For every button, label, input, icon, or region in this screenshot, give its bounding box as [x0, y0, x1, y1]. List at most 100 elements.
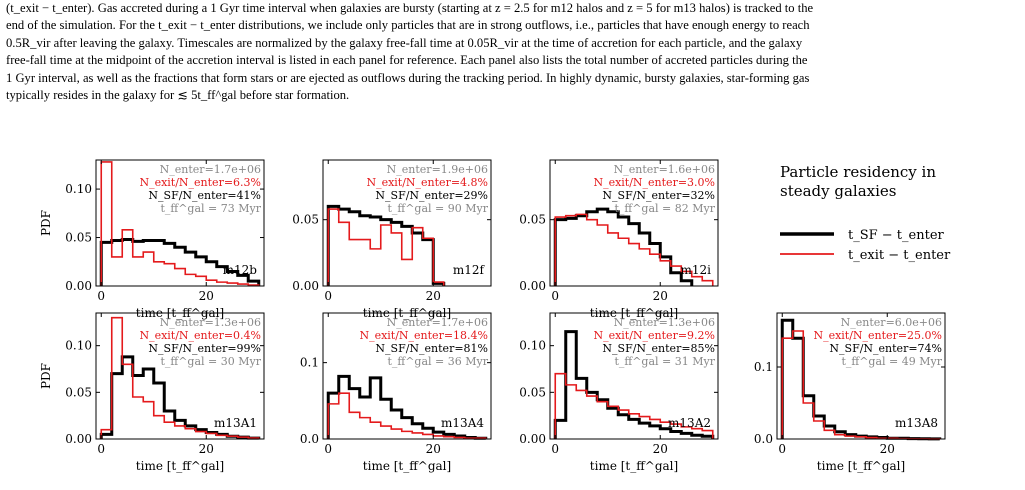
xtick-label: 20	[426, 289, 441, 303]
xtick-label: 20	[653, 442, 668, 456]
panel-annotation: N_SF/N_enter=32%	[602, 189, 715, 202]
xtick-label: 0	[324, 289, 332, 303]
xtick-label: 0	[551, 289, 559, 303]
ytick-label: 0.10	[65, 339, 92, 353]
panel-annotation: t_ff^gal = 30 Myr	[160, 355, 261, 368]
caption-line: (t_exit − t_enter). Gas accreted during …	[6, 1, 814, 15]
panel-annotation: N_enter=1.7e+06	[160, 163, 261, 176]
panel-m13A1: 0.00 0.05 0.10 0 20 time [t_ff^gal] PDF N_enter…	[39, 312, 265, 473]
ytick-label: 0.00	[519, 432, 546, 446]
panel-annotation: t_ff^gal = 90 Myr	[387, 202, 488, 215]
series-exit-m12i	[554, 213, 714, 286]
xtick-label: 0	[778, 442, 786, 456]
panel-annotation: t_ff^gal = 73 Myr	[160, 202, 261, 215]
panel-annotation: N_enter=6.0e+06	[841, 316, 942, 329]
ytick-label: 0.05	[519, 213, 546, 227]
panel-annotation: N_exit/N_enter=18.4%	[359, 329, 488, 342]
panel-label: m13A1	[214, 416, 257, 430]
figure-caption: (t_exit − t_enter). Gas accreted during …	[6, 0, 1018, 104]
xtick-label: 20	[653, 289, 668, 303]
series-sf-m13A2	[553, 330, 715, 439]
panel-annotation: N_exit/N_enter=3.0%	[593, 176, 715, 189]
panel-label: m13A8	[895, 416, 938, 430]
panel-m13A8: 0.0 0.1 0 20 time [t_ff^gal] N_enter=6.0e+06N…	[754, 312, 946, 473]
xaxis-label: time [t_ff^gal]	[363, 459, 451, 473]
panel-annotation: N_exit/N_enter=9.2%	[593, 329, 715, 342]
yaxis-label: PDF	[39, 363, 53, 389]
figure: 0.00 0.05 0.10 0 20 time [t_ff^gal] PDF N_enter…	[0, 150, 1025, 490]
panel-label: m12b	[223, 263, 258, 277]
axes-frame	[776, 312, 946, 440]
panel-annotation: t_ff^gal = 31 Myr	[614, 355, 715, 368]
panel-annotation: N_SF/N_enter=85%	[602, 342, 715, 355]
panel-annotation: t_ff^gal = 36 Myr	[387, 355, 488, 368]
panel-annotation: N_enter=1.3e+06	[160, 316, 261, 329]
series-sf-m12i	[553, 207, 694, 286]
ytick-label: 0.00	[292, 279, 319, 293]
ytick-label: 0.00	[65, 432, 92, 446]
series-exit-m13A2	[554, 372, 714, 439]
panel-annotation: N_exit/N_enter=6.3%	[139, 176, 261, 189]
panel-annotation: N_enter=1.6e+06	[614, 163, 715, 176]
panel-label: m13A4	[441, 416, 484, 430]
series-exit-m12b	[100, 161, 260, 286]
panel-annotation: N_exit/N_enter=0.4%	[139, 329, 261, 342]
panel-label: m12f	[453, 263, 486, 277]
xaxis-label: time [t_ff^gal]	[817, 459, 905, 473]
xtick-label: 20	[426, 442, 441, 456]
caption-line: end of the simulation. For the t_exit − …	[6, 18, 810, 33]
ytick-label: 0.0	[300, 432, 319, 446]
panel-annotation: N_enter=1.3e+06	[614, 316, 715, 329]
ytick-label: 0.1	[300, 356, 319, 370]
xtick-label: 0	[97, 289, 105, 303]
panel-annotation: N_SF/N_enter=41%	[148, 189, 261, 202]
ytick-label: 0.10	[519, 339, 546, 353]
legend: Particle residency in steady galaxies t_…	[780, 163, 951, 263]
legend-label-exit: t_exit − t_enter	[848, 248, 951, 263]
ytick-label: 0.00	[519, 279, 546, 293]
legend-title-line2: steady galaxies	[780, 182, 897, 200]
series-exit-m13A4	[327, 392, 487, 440]
xaxis-label: time [t_ff^gal]	[590, 459, 678, 473]
yaxis-label: PDF	[39, 210, 53, 236]
legend-title-line1: Particle residency in	[780, 163, 936, 181]
panel-annotation: N_enter=1.9e+06	[387, 163, 488, 176]
ytick-label: 0.1	[754, 360, 773, 374]
panel-annotation: N_SF/N_enter=29%	[375, 189, 488, 202]
axes-frame	[95, 159, 265, 287]
axes-frame	[322, 312, 492, 440]
axes-frame	[322, 159, 492, 287]
panel-annotation: N_exit/N_enter=25.0%	[813, 329, 942, 342]
xtick-label: 0	[97, 442, 105, 456]
xtick-label: 0	[551, 442, 559, 456]
panel-annotation: N_exit/N_enter=4.8%	[366, 176, 488, 189]
ytick-label: 0.05	[292, 213, 319, 227]
series-exit-m13A1	[100, 316, 260, 439]
axes-frame	[549, 159, 719, 287]
xtick-label: 20	[199, 442, 214, 456]
panel-annotation: N_SF/N_enter=81%	[375, 342, 488, 355]
panel-label: m13A2	[668, 416, 711, 430]
series-sf-m12f	[326, 204, 446, 286]
ytick-label: 0.0	[754, 432, 773, 446]
xtick-label: 20	[880, 442, 895, 456]
panel-label: m12i	[681, 263, 712, 277]
axes-frame	[95, 312, 265, 440]
panel-annotation: N_enter=1.7e+06	[387, 316, 488, 329]
caption-line: 0.5R_vir after leaving the galaxy. Times…	[6, 35, 803, 50]
caption-line: free-fall time at the midpoint of the ac…	[6, 53, 808, 68]
ytick-label: 0.05	[65, 231, 92, 245]
panel-annotation: t_ff^gal = 82 Myr	[614, 202, 715, 215]
xaxis-label: time [t_ff^gal]	[136, 459, 224, 473]
series-exit-m12f	[327, 208, 445, 286]
xtick-label: 0	[324, 442, 332, 456]
ytick-label: 0.00	[65, 279, 92, 293]
panel-annotation: N_SF/N_enter=99%	[148, 342, 261, 355]
panel-annotation: t_ff^gal = 49 Myr	[841, 355, 942, 368]
ytick-label: 0.05	[519, 385, 546, 399]
